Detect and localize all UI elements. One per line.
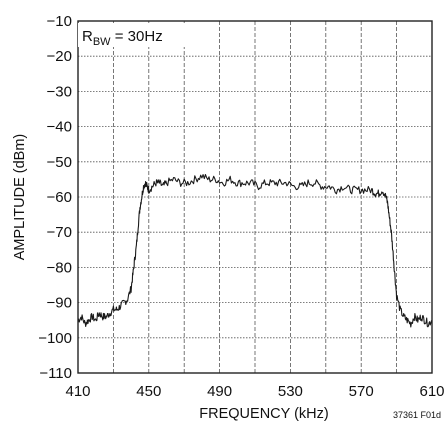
x-tick-label: 530 (278, 383, 303, 400)
y-tick-label: −80 (47, 259, 72, 276)
x-tick-label: 610 (419, 383, 444, 400)
plot-frame (77, 20, 433, 374)
annotation-background (78, 23, 190, 47)
y-tick-label: −10 (47, 13, 72, 30)
y-tick-label: −20 (47, 48, 72, 65)
y-tick-labels: −10 −20 −30 −40 −50 −60 −70 −80 −90 −100 −110 (38, 13, 72, 382)
x-tick-label: 450 (136, 383, 161, 400)
y-tick-label: −100 (38, 330, 72, 347)
y-tick-label: −110 (39, 365, 72, 382)
y-tick-label: −40 (47, 119, 72, 136)
y-tick-label: −70 (47, 224, 72, 241)
figure-code: 37361 F01d (393, 410, 441, 420)
x-tick-label: 490 (207, 383, 232, 400)
y-tick-label: −90 (47, 295, 72, 312)
y-tick-label: −50 (47, 154, 72, 171)
grid-lines (78, 21, 432, 373)
series-line (77, 173, 433, 328)
y-axis-title: AMPLITUDE (dBm) (12, 134, 28, 261)
x-tick-label: 570 (349, 383, 374, 400)
spectrum-series (77, 173, 433, 328)
y-tick-label: −60 (47, 189, 72, 206)
x-tick-label: 410 (65, 383, 90, 400)
y-tick-label: −30 (47, 83, 72, 100)
x-axis-title: FREQUENCY (kHz) (199, 406, 328, 422)
bandwidth-annotation: RBW = 30Hz (82, 28, 163, 48)
x-tick-labels: 410 450 490 530 570 610 (65, 383, 444, 400)
